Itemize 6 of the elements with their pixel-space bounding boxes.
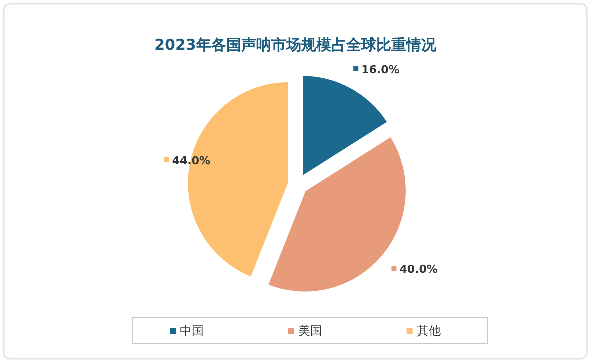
data-label: 40.0% bbox=[400, 263, 438, 276]
data-label: 16.0% bbox=[362, 63, 400, 76]
legend-label: 中国 bbox=[180, 324, 204, 338]
legend-label: 美国 bbox=[298, 324, 322, 338]
chart-title: 2023年各国声呐市场规模占全球比重情况 bbox=[154, 36, 438, 54]
legend-label: 其他 bbox=[416, 324, 441, 338]
